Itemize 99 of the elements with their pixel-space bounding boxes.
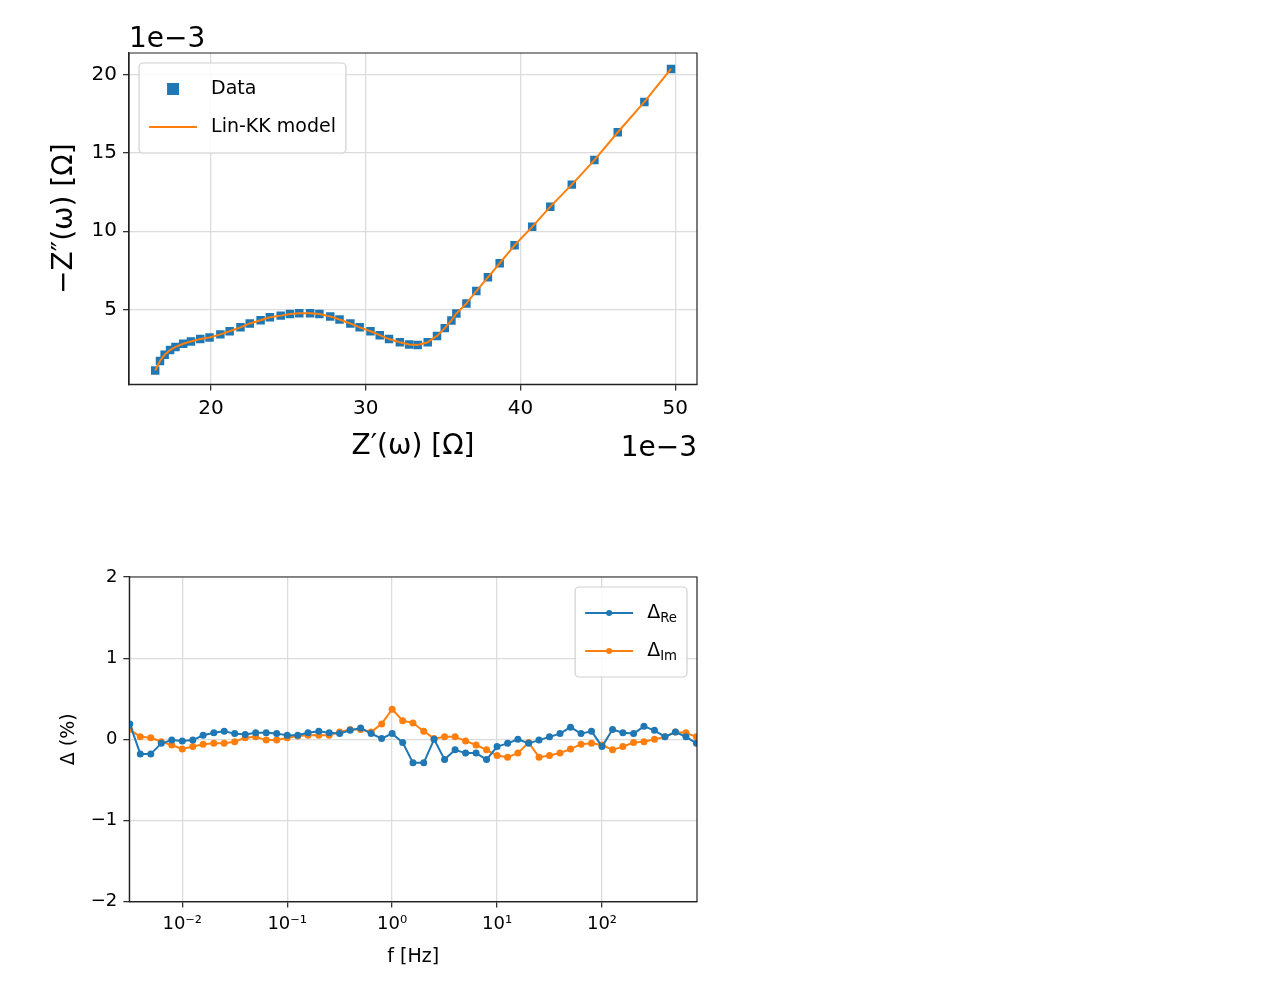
point bbox=[483, 746, 491, 754]
point bbox=[650, 735, 658, 743]
point bbox=[231, 738, 239, 746]
point bbox=[504, 739, 512, 747]
point bbox=[136, 750, 144, 758]
y-tick-label: 10 bbox=[91, 217, 118, 242]
point bbox=[493, 752, 501, 760]
point bbox=[630, 739, 638, 747]
y-tick-label: 20 bbox=[91, 61, 118, 86]
point bbox=[178, 745, 186, 753]
x-tick-label: 10¹ bbox=[482, 912, 513, 934]
point bbox=[640, 738, 648, 746]
point bbox=[399, 739, 407, 747]
point bbox=[210, 739, 218, 747]
point bbox=[619, 729, 627, 737]
point bbox=[493, 743, 501, 751]
point bbox=[388, 705, 396, 713]
point bbox=[472, 741, 480, 749]
point bbox=[241, 730, 249, 738]
point bbox=[556, 749, 564, 757]
point bbox=[189, 743, 197, 751]
point bbox=[472, 749, 480, 757]
point bbox=[147, 750, 155, 758]
y-tick-label: 15 bbox=[91, 139, 118, 164]
point bbox=[630, 730, 638, 738]
point bbox=[556, 730, 564, 738]
text: 1e−3 bbox=[620, 430, 698, 464]
point bbox=[388, 730, 396, 738]
point bbox=[220, 727, 228, 735]
point bbox=[199, 731, 207, 739]
x-tick-label: 50 bbox=[662, 394, 689, 419]
point bbox=[514, 735, 522, 743]
point bbox=[252, 729, 260, 737]
point bbox=[210, 729, 218, 737]
y-axis-title: −Z″(ω) [Ω] bbox=[46, 143, 80, 294]
legend-label: Data bbox=[211, 75, 257, 98]
y-tick-label: 2 bbox=[105, 564, 118, 586]
point bbox=[483, 756, 491, 764]
x-tick-label: 10² bbox=[586, 912, 618, 934]
point bbox=[136, 733, 144, 741]
point bbox=[378, 720, 386, 728]
legend-label: Lin-KK model bbox=[211, 113, 336, 136]
y-tick-label: −2 bbox=[90, 889, 118, 911]
point bbox=[420, 727, 428, 735]
point bbox=[315, 727, 323, 735]
point bbox=[462, 749, 470, 757]
x-tick-label: 30 bbox=[353, 394, 379, 419]
y-tick-label: 5 bbox=[104, 295, 118, 320]
point bbox=[262, 729, 270, 737]
x-tick-label: 20 bbox=[198, 394, 224, 419]
point bbox=[609, 726, 617, 734]
point bbox=[441, 733, 449, 741]
point bbox=[189, 736, 197, 744]
point bbox=[567, 723, 575, 731]
annotation: 1e−3 bbox=[129, 21, 206, 54]
x-tick-label: 40 bbox=[507, 394, 534, 419]
point bbox=[409, 759, 417, 767]
y-tick-label: 0 bbox=[105, 726, 118, 748]
point bbox=[650, 726, 658, 734]
point bbox=[231, 730, 239, 738]
y-tick-label: 1 bbox=[105, 645, 118, 667]
point bbox=[462, 737, 470, 745]
point bbox=[147, 734, 155, 742]
point bbox=[262, 736, 270, 744]
point bbox=[577, 740, 585, 748]
point bbox=[420, 759, 428, 767]
point bbox=[682, 733, 690, 741]
point bbox=[409, 719, 417, 727]
point bbox=[168, 736, 176, 744]
point bbox=[567, 745, 575, 753]
point bbox=[514, 749, 522, 757]
point bbox=[609, 746, 617, 754]
point bbox=[504, 753, 512, 761]
point bbox=[588, 739, 595, 747]
point bbox=[399, 717, 407, 725]
x-axis-title: f [Hz] bbox=[387, 943, 440, 966]
point bbox=[619, 743, 627, 751]
point bbox=[535, 736, 543, 744]
point bbox=[535, 753, 543, 761]
point bbox=[546, 733, 554, 741]
x-tick-label: 10⁻¹ bbox=[267, 912, 308, 934]
x-axis-title: Z′(ω) [Ω] bbox=[351, 428, 475, 462]
point bbox=[640, 722, 648, 730]
point bbox=[577, 730, 585, 738]
point bbox=[220, 739, 228, 747]
y-tick-label: −1 bbox=[90, 808, 118, 830]
point bbox=[441, 756, 449, 764]
point bbox=[273, 730, 281, 738]
y-axis-title: Δ (%) bbox=[56, 713, 79, 766]
point bbox=[546, 752, 554, 760]
point bbox=[178, 737, 186, 745]
point bbox=[273, 736, 281, 744]
point bbox=[588, 727, 595, 735]
point bbox=[451, 733, 459, 741]
point bbox=[199, 740, 207, 748]
point bbox=[378, 734, 386, 742]
point bbox=[451, 746, 459, 754]
x-tick-label: 10⁻² bbox=[162, 912, 203, 934]
x-tick-label: 10⁰ bbox=[377, 912, 408, 934]
